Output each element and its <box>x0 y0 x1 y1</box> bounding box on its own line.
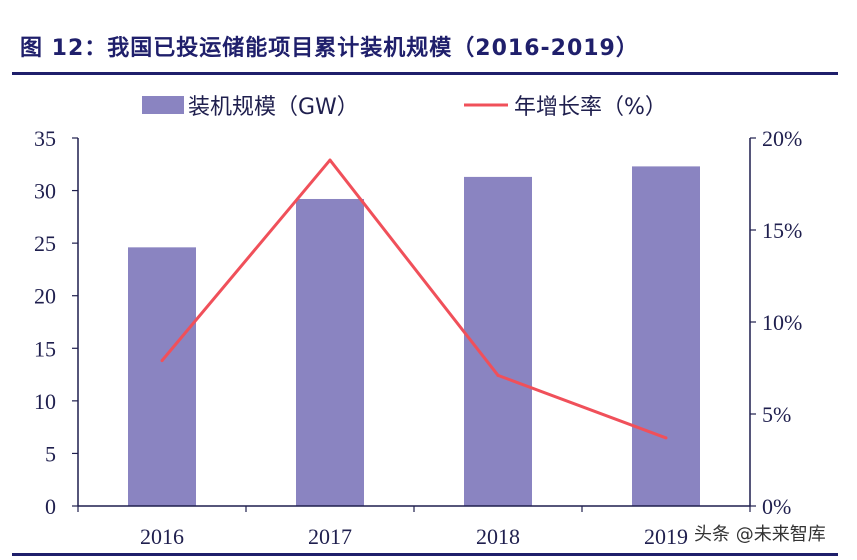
y-left-tick-label: 10 <box>34 389 56 414</box>
y-right-tick-label: 0% <box>762 494 791 519</box>
bar <box>296 198 364 507</box>
plot-area: 0 5 10 15 20 25 30 35 0% 5% 10% 15% 20% 2016 2017 2018 2… <box>34 126 802 549</box>
x-tick-label: 2016 <box>140 524 184 549</box>
title-bar: 图 12：我国已投运储能项目累计装机规模（2016-2019） <box>12 24 838 75</box>
y-left-tick-label: 0 <box>45 494 56 519</box>
y-left-tick-label: 35 <box>34 126 56 151</box>
growth-point <box>496 373 500 377</box>
legend: 装机规模（GW） 年增长率（%） <box>142 95 667 120</box>
y-left-tick-label: 30 <box>34 179 56 204</box>
y-right-tick-label: 5% <box>762 402 791 427</box>
y-right-tick-label: 10% <box>762 310 802 335</box>
growth-line <box>160 158 667 440</box>
bar <box>128 247 196 506</box>
x-tick-label: 2018 <box>476 524 520 549</box>
y-left-tick-label: 15 <box>34 336 56 361</box>
legend-bar-label: 装机规模（GW） <box>188 95 359 120</box>
watermark: 头条 @未来智库 <box>690 520 830 546</box>
growth-point <box>328 158 332 162</box>
y-left-tick-label: 5 <box>45 441 56 466</box>
bar <box>632 166 700 507</box>
x-tick-label: 2017 <box>308 524 352 549</box>
y-left-tick-label: 25 <box>34 231 56 256</box>
y-right-tick-label: 15% <box>762 218 802 243</box>
growth-point <box>160 359 164 363</box>
bottom-rule <box>12 553 838 556</box>
legend-line-label: 年增长率（%） <box>514 95 667 120</box>
growth-point <box>664 436 668 440</box>
legend-bar-swatch <box>142 96 184 114</box>
y-right-tick-label: 20% <box>762 126 802 151</box>
y-left-tick-label: 20 <box>34 284 56 309</box>
x-tick-label: 2019 <box>644 524 688 549</box>
bar <box>464 176 532 506</box>
figure-title: 图 12：我国已投运储能项目累计装机规模（2016-2019） <box>20 36 639 61</box>
